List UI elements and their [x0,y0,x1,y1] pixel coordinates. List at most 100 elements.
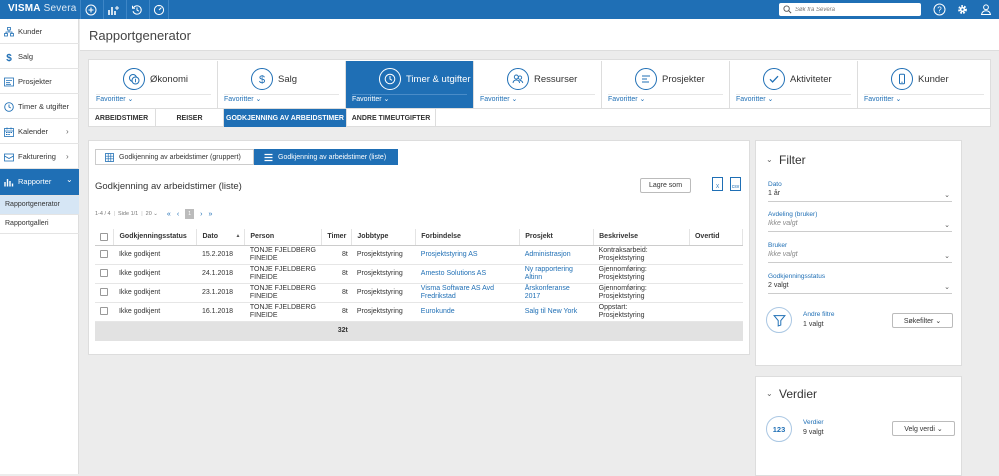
table-row[interactable]: Ikke godkjent 15.2.2018 TONJE FJELDBERG FIN… [95,245,743,265]
sidebar-item-kunder[interactable]: Kunder [0,19,79,44]
column-header[interactable]: Jobbtype [351,229,417,246]
column-header[interactable]: Beskrivelse [593,229,690,246]
column-header[interactable]: Godkjenningsstatus [113,229,198,246]
save-as-button[interactable]: Lagre som [640,178,691,193]
cell-overtime [689,264,743,284]
row-checkbox[interactable] [95,302,114,322]
favorites-dropdown[interactable]: Favoritter ⌄ [96,96,134,103]
next-page-button[interactable]: › [200,210,203,218]
subtab-reiser[interactable]: REISER [156,109,224,127]
filter-value: Ikke valgt [768,220,798,227]
filter-godkjenningsstatus-select[interactable]: 2 valgt ⌄ [768,282,952,294]
cell-project-link[interactable]: Salg til New York [519,302,594,322]
sidebar-subitem-rapportgalleri[interactable]: Rapportgalleri [0,215,79,234]
table-row[interactable]: Ikke godkjent 16.1.2018 TONJE FJELDBERG FIN… [95,302,743,322]
sidebar-item-fakturering[interactable]: Fakturering › [0,144,79,169]
category-label: Salg [278,74,298,85]
timer-icon[interactable] [149,0,169,19]
sidebar-item-label: Prosjekter [18,77,52,86]
chevron-down-icon[interactable]: ⌄ [766,389,773,398]
sidebar-item-rapporter[interactable]: Rapporter ⌄ [0,169,79,196]
toggle-list-view[interactable]: Godkjenning av arbeidstimer (liste) [254,149,398,165]
cell-connection-link[interactable]: Prosjektstyring AS [415,245,520,265]
funnel-icon [766,307,792,333]
cell-project-link[interactable]: Administrasjon [519,245,594,265]
column-header[interactable]: Forbindelse [415,229,521,246]
user-icon[interactable] [980,3,993,16]
sidebar-item-kalender[interactable]: Kalender › [0,119,79,144]
cell-jobtype: Prosjektstyring [351,245,416,265]
column-header[interactable]: Overtid [689,229,744,246]
cell-connection-link[interactable]: Eurokunde [415,302,520,322]
favorites-dropdown[interactable]: Favoritter ⌄ [608,96,646,103]
search-box[interactable] [779,3,921,16]
current-page[interactable]: 1 [185,209,195,219]
cell-status: Ikke godkjent [113,245,197,265]
filter-dato-select[interactable]: 1 år ⌄ [768,190,952,202]
category-aktiviteter[interactable]: Aktiviteter Favoritter ⌄ [730,61,858,108]
filter-bruker-select[interactable]: Ikke valgt ⌄ [768,251,952,263]
cell-connection-link[interactable]: Amesto Solutions AS [415,264,520,284]
chart-plus-icon[interactable] [103,0,123,19]
category-ressurser[interactable]: Ressurser Favoritter ⌄ [474,61,602,108]
cell-project-link[interactable]: Ny rapportering Altinn [519,264,594,284]
category-salg[interactable]: $ Salg Favoritter ⌄ [218,61,346,108]
sidebar-subitem-rapportgenerator[interactable]: Rapportgenerator [0,196,79,215]
favorites-dropdown[interactable]: Favoritter ⌄ [864,96,902,103]
sidebar-item-salg[interactable]: $ Salg [0,44,79,69]
column-header[interactable]: Prosjekt [519,229,595,246]
select-all-checkbox[interactable] [95,229,115,246]
gear-icon[interactable] [956,3,969,16]
plus-circle-icon[interactable] [80,0,100,19]
favorites-dropdown[interactable]: Favoritter ⌄ [352,96,390,103]
category-kunder[interactable]: Kunder Favoritter ⌄ [858,61,990,108]
subtab-arbeidstimer[interactable]: ARBEIDSTIMER [88,109,156,127]
toggle-label: Godkjenning av arbeidstimer (gruppert) [119,153,241,161]
excel-export-icon[interactable]: X [712,177,723,191]
row-checkbox[interactable] [95,283,114,303]
sidebar-item-label: Kalender [18,127,49,136]
filter-avdeling-select[interactable]: Ikke valgt ⌄ [768,220,952,232]
favorites-dropdown[interactable]: Favoritter ⌄ [736,96,774,103]
total-spacer [95,321,114,341]
row-checkbox[interactable] [95,245,114,265]
prev-page-button[interactable]: ‹ [176,210,180,218]
favorites-dropdown[interactable]: Favoritter ⌄ [480,96,518,103]
choose-value-button[interactable]: Velg verdi ⌄ [892,421,955,436]
column-header[interactable]: Person [244,229,323,246]
column-header-sorted[interactable]: Dato ▲ [196,229,246,246]
values-link[interactable]: Verdier [803,419,824,426]
cell-line: TONJE FJELDBERG [249,303,316,311]
favorites-dropdown[interactable]: Favoritter ⌄ [224,96,262,103]
cell-connection-link[interactable]: Visma Software AS Avd Fredrikstad [415,283,520,303]
subtab-godkjenning-arbeidstimer[interactable]: GODKJENNING AV ARBEIDSTIMER [224,109,347,127]
cell-project-link[interactable]: Årskonferanse 2017 [519,283,594,303]
cell-jobtype: Prosjektstyring [351,283,416,303]
total-row: 32t [95,321,743,341]
history-icon[interactable] [126,0,146,19]
search-input[interactable] [795,3,917,16]
chevron-down-icon: ⌄ [66,175,73,184]
search-filter-button[interactable]: Søkefilter ⌄ [892,313,953,328]
first-page-button[interactable]: « [166,210,171,218]
column-header[interactable]: Timer [321,229,353,246]
sidebar-item-prosjekter[interactable]: Prosjekter [0,69,79,94]
category-okonomi[interactable]: Økonomi Favoritter ⌄ [90,61,218,108]
divider [224,94,339,95]
table-row[interactable]: Ikke godkjent 24.1.2018 TONJE FJELDBERG FIN… [95,264,743,284]
page-size-select[interactable]: 20 ⌄ [145,211,158,217]
category-timer-utgifter[interactable]: Timer & utgifter Favoritter ⌄ [346,61,474,108]
help-icon[interactable]: ? [933,3,946,16]
category-prosjekter[interactable]: Prosjekter Favoritter ⌄ [602,61,730,108]
other-filters-link[interactable]: Andre filtre [803,311,835,318]
subtab-andre-timeutgifter[interactable]: ANDRE TIMEUTGIFTER [347,109,436,127]
chevron-down-icon[interactable]: ⌄ [766,155,773,164]
row-checkbox[interactable] [95,264,114,284]
table-row[interactable]: Ikke godkjent 23.1.2018 TONJE FJELDBERG FIN… [95,283,743,303]
brand-logo[interactable]: VISMA Severa [8,3,77,14]
csv-export-icon[interactable]: csv [730,177,741,191]
divider [352,94,467,95]
last-page-button[interactable]: » [208,210,213,218]
sidebar-item-timer-utgifter[interactable]: Timer & utgifter [0,94,79,119]
toggle-grouped-view[interactable]: Godkjenning av arbeidstimer (gruppert) [95,149,254,165]
